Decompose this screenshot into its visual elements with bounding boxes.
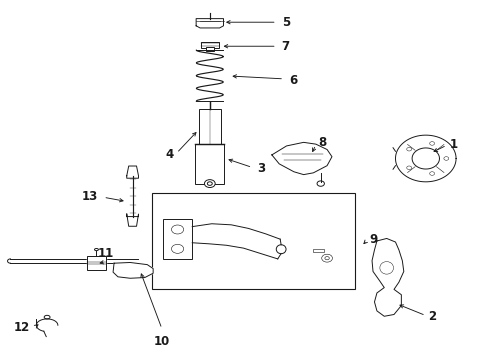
Ellipse shape <box>204 180 215 188</box>
Polygon shape <box>127 166 139 178</box>
Polygon shape <box>196 19 223 28</box>
Ellipse shape <box>430 141 435 145</box>
Bar <box>87 256 106 270</box>
Bar <box>199 109 221 144</box>
Text: 12: 12 <box>14 320 30 333</box>
Polygon shape <box>372 238 404 316</box>
Text: 11: 11 <box>98 247 114 260</box>
Text: 9: 9 <box>369 233 378 246</box>
Text: 3: 3 <box>257 162 266 175</box>
Ellipse shape <box>407 147 412 151</box>
Ellipse shape <box>95 248 98 251</box>
Ellipse shape <box>276 245 286 254</box>
Text: 5: 5 <box>282 16 290 29</box>
Polygon shape <box>127 214 139 226</box>
Text: 10: 10 <box>154 335 170 348</box>
Ellipse shape <box>172 225 184 234</box>
Ellipse shape <box>407 166 412 170</box>
Polygon shape <box>412 148 440 169</box>
Bar <box>314 249 324 252</box>
Text: 8: 8 <box>318 136 326 149</box>
Polygon shape <box>272 142 332 175</box>
Text: 4: 4 <box>166 148 174 161</box>
Polygon shape <box>113 262 153 278</box>
Bar <box>163 220 192 259</box>
Ellipse shape <box>430 172 435 175</box>
Bar <box>200 41 219 48</box>
Polygon shape <box>395 135 456 182</box>
Bar <box>152 193 355 289</box>
Ellipse shape <box>207 182 212 185</box>
Bar <box>206 47 214 51</box>
Text: 1: 1 <box>449 138 457 150</box>
Text: 2: 2 <box>428 310 437 324</box>
Ellipse shape <box>444 157 449 160</box>
Text: 7: 7 <box>282 40 290 53</box>
Bar <box>195 144 224 184</box>
Polygon shape <box>87 256 106 270</box>
Ellipse shape <box>325 257 329 260</box>
Ellipse shape <box>317 181 324 186</box>
Text: 6: 6 <box>289 74 297 87</box>
Ellipse shape <box>322 254 332 262</box>
Ellipse shape <box>172 244 184 253</box>
Text: 13: 13 <box>82 190 98 203</box>
